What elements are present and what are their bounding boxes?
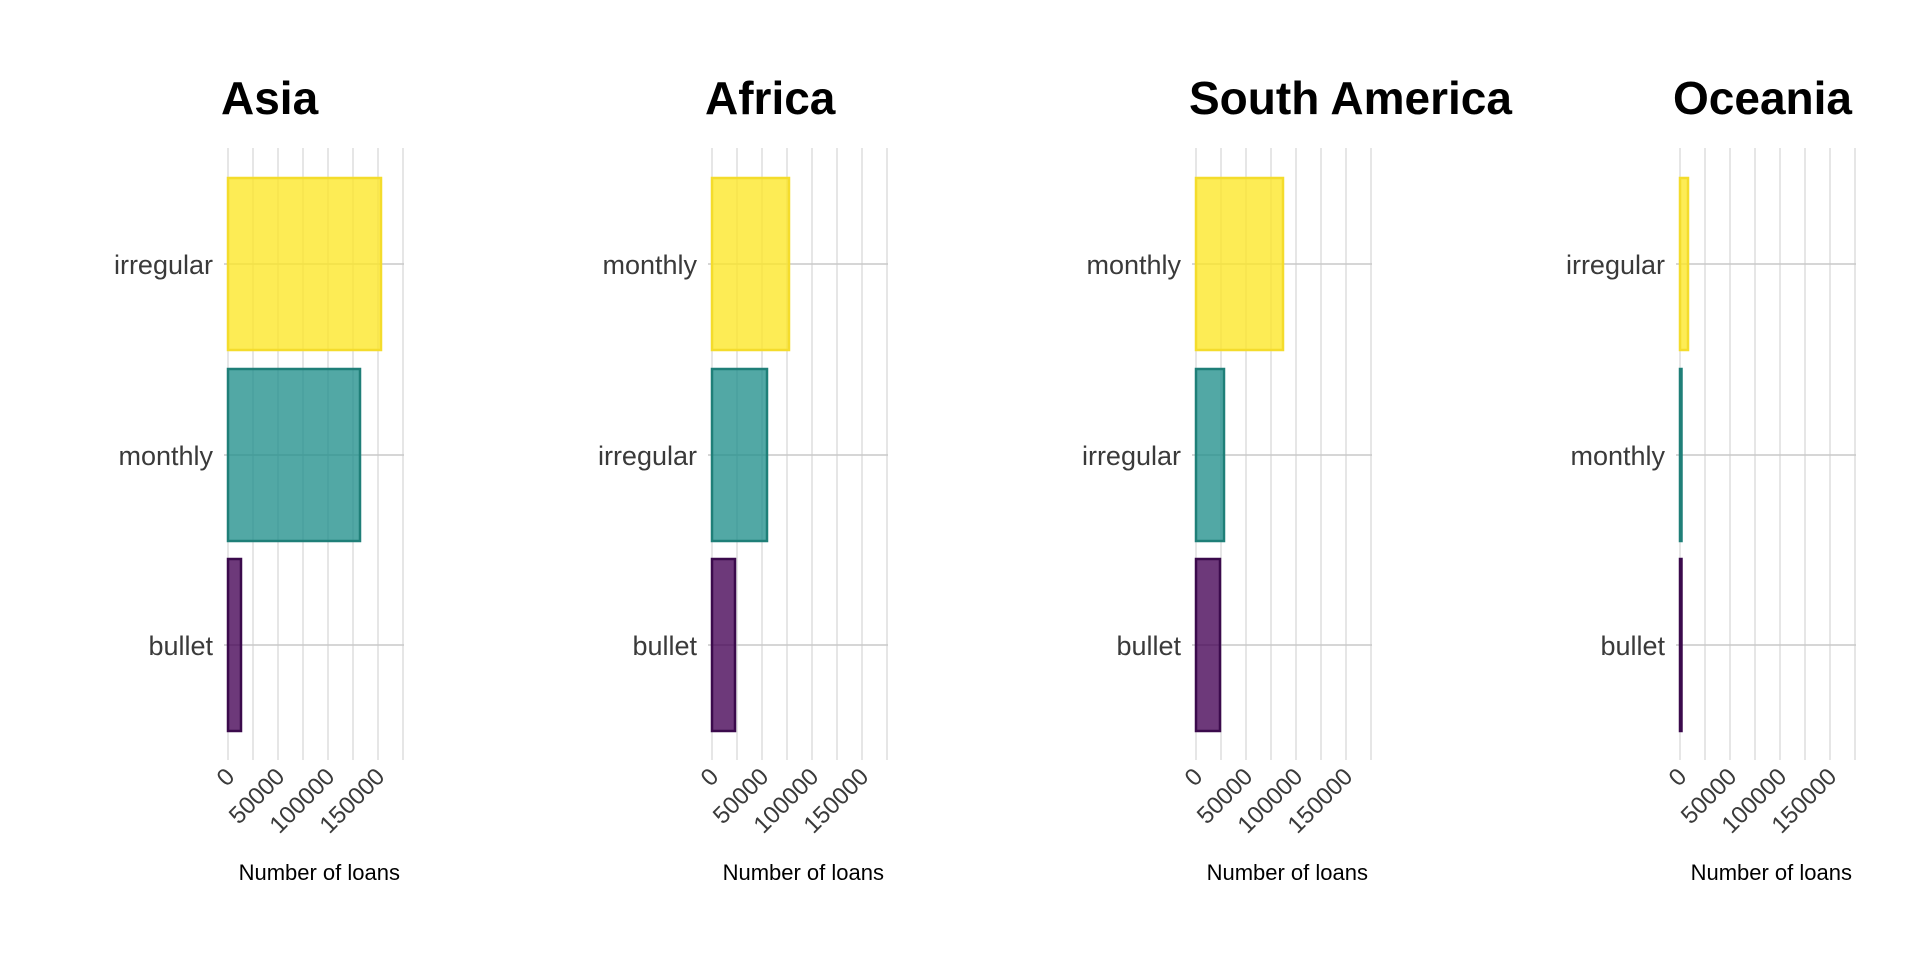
category-label: monthly xyxy=(118,441,213,471)
panel-asia: bulletmonthlyirregularAsia05000010000015… xyxy=(114,72,404,885)
x-tick-label: 0 xyxy=(212,763,241,792)
category-label: bullet xyxy=(632,631,697,661)
bar-asia-irregular xyxy=(226,176,383,352)
category-label: monthly xyxy=(1570,441,1665,471)
x-axis-title: Number of loans xyxy=(239,860,400,885)
bar-south-america-monthly xyxy=(1194,176,1285,352)
bar-africa-irregular xyxy=(710,367,769,543)
panel-title: Asia xyxy=(221,72,319,124)
panel-africa: bulletirregularmonthlyAfrica050000100000… xyxy=(598,72,888,885)
x-tick-label: 0 xyxy=(1664,763,1693,792)
category-label: monthly xyxy=(1086,250,1181,280)
bar-africa-monthly xyxy=(710,176,791,352)
category-label: bullet xyxy=(1600,631,1665,661)
bar-oceania-bullet xyxy=(1678,557,1683,733)
bar-oceania-irregular xyxy=(1678,176,1690,352)
category-label: bullet xyxy=(148,631,213,661)
bar-south-america-irregular xyxy=(1194,367,1226,543)
category-label: bullet xyxy=(1116,631,1181,661)
category-label: irregular xyxy=(1082,441,1181,471)
category-label: monthly xyxy=(602,250,697,280)
panel-title: South America xyxy=(1189,72,1512,124)
bar-asia-bullet xyxy=(226,557,243,733)
x-tick-label: 0 xyxy=(696,763,725,792)
panel-oceania: bulletmonthlyirregularOceania05000010000… xyxy=(1566,72,1856,885)
panel-oceania-gridlines xyxy=(1676,148,1856,760)
x-tick-label: 0 xyxy=(1180,763,1209,792)
x-axis-title: Number of loans xyxy=(1691,860,1852,885)
bar-south-america-bullet xyxy=(1194,557,1222,733)
bar-africa-bullet xyxy=(710,557,737,733)
panel-title: Africa xyxy=(705,72,836,124)
x-axis-title: Number of loans xyxy=(1207,860,1368,885)
category-label: irregular xyxy=(114,250,213,280)
bar-oceania-monthly xyxy=(1678,367,1683,543)
x-axis-title: Number of loans xyxy=(723,860,884,885)
bar-asia-monthly xyxy=(226,367,362,543)
panel-title: Oceania xyxy=(1673,72,1852,124)
category-label: irregular xyxy=(598,441,697,471)
category-label: irregular xyxy=(1566,250,1665,280)
